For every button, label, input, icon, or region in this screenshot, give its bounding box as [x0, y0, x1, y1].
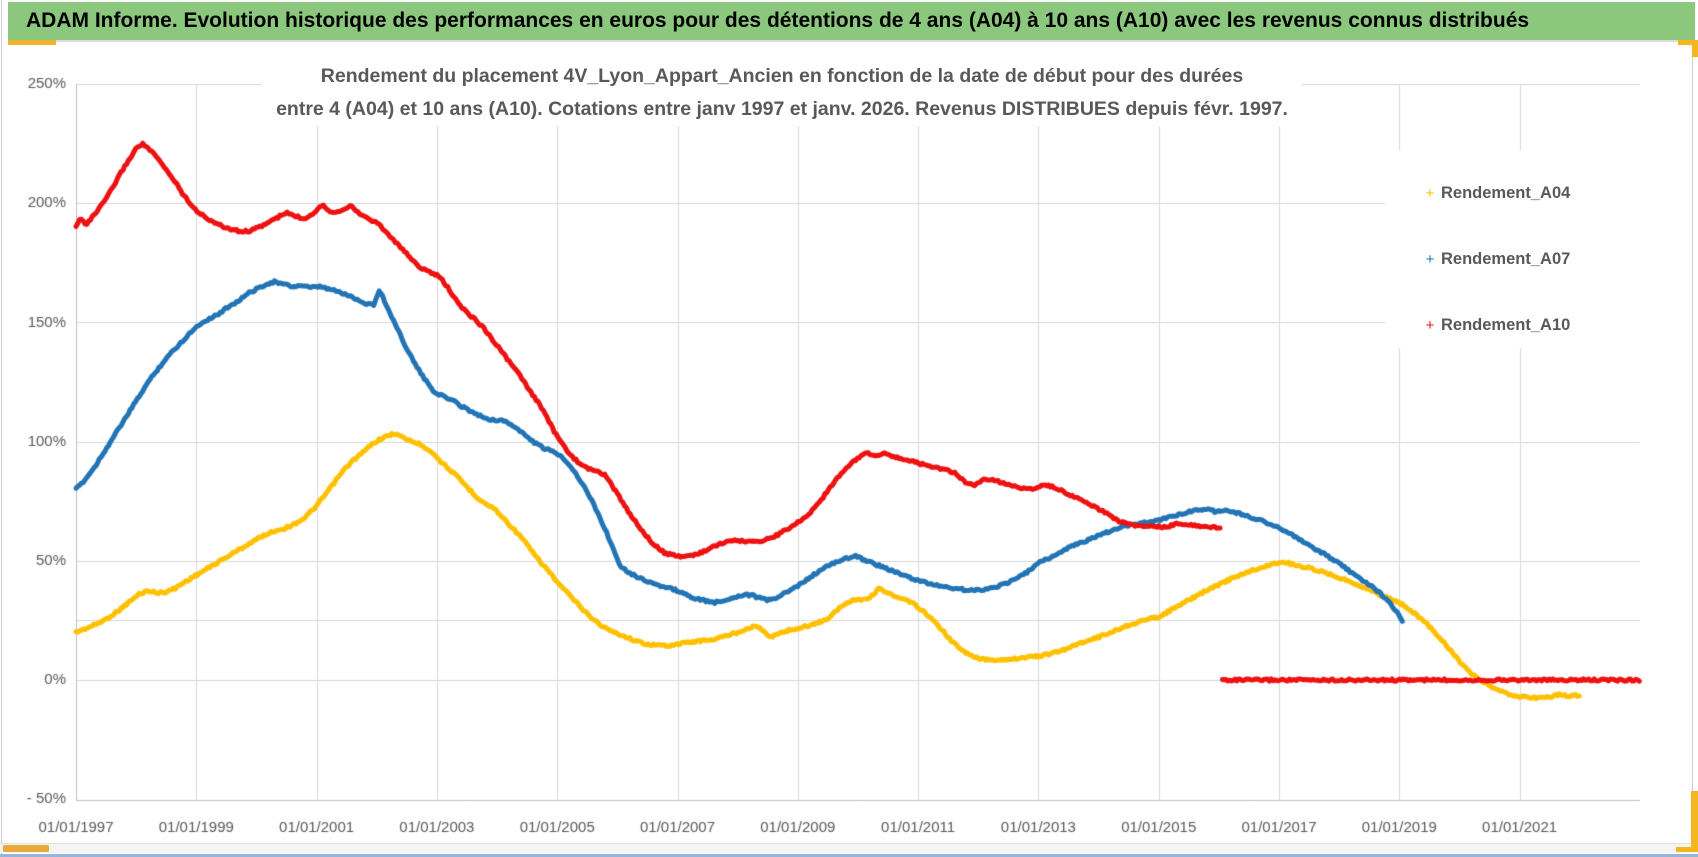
header-accent-bar [8, 40, 56, 45]
app-header: ADAM Informe. Evolution historique des p… [8, 2, 1695, 40]
app-header-title: ADAM Informe. Evolution historique des p… [26, 9, 1530, 32]
selection-corner-bottom-right-edge [1691, 791, 1698, 852]
chart-legend: + Rendement_A04 + Rendement_A07 + Rendem… [1385, 150, 1675, 348]
legend-label: Rendement_A10 [1441, 315, 1571, 334]
chart-title-line1: Rendement du placement 4V_Lyon_Appart_An… [320, 65, 1244, 87]
plus-marker-icon: + [1425, 316, 1435, 334]
plus-marker-icon: + [1425, 184, 1435, 202]
selection-corner-top-right-edge [1692, 40, 1698, 57]
horizontal-scrollbar-thumb[interactable] [3, 845, 49, 852]
legend-label: Rendement_A04 [1441, 183, 1571, 202]
window-border-right [1692, 44, 1693, 853]
selection-corner-top-right [1678, 40, 1698, 45]
legend-label: Rendement_A07 [1441, 249, 1571, 268]
window-border-left [1, 0, 2, 857]
plus-marker-icon: + [1425, 250, 1435, 268]
window-bottom-border [0, 854, 1698, 857]
chart-title-line2: entre 4 (A04) et 10 ans (A10). Cotations… [276, 98, 1288, 120]
chart-title: Rendement du placement 4V_Lyon_Appart_An… [262, 60, 1302, 126]
legend-item-a04[interactable]: + Rendement_A04 [1423, 160, 1675, 226]
horizontal-scrollbar[interactable] [0, 843, 1698, 853]
header-divider [8, 40, 1692, 42]
legend-item-a10[interactable]: + Rendement_A10 [1423, 292, 1675, 358]
selection-corner-bottom-right [1676, 847, 1698, 852]
legend-item-a07[interactable]: + Rendement_A07 [1423, 226, 1675, 292]
